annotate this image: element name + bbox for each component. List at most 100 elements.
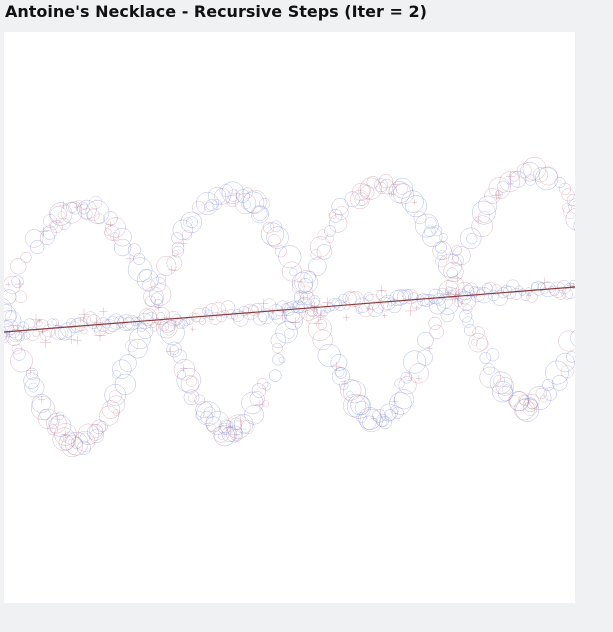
necklace-ring (414, 213, 439, 238)
necklace-ring (28, 382, 39, 393)
necklace-ring (113, 238, 132, 257)
necklace-ring (339, 379, 362, 401)
necklace-crosslink (322, 297, 333, 308)
necklace-ring (270, 332, 287, 349)
necklace-ring (307, 306, 318, 318)
necklace-ring (401, 288, 413, 300)
necklace-ring (435, 241, 447, 254)
necklace-ring (513, 399, 535, 421)
necklace-ring (77, 199, 97, 220)
necklace-crosslink (167, 266, 176, 274)
necklace-ring (540, 394, 548, 403)
necklace-ring (269, 369, 282, 382)
necklace-crosslink (59, 200, 68, 210)
necklace-ring (392, 177, 413, 199)
necklace-ring (262, 400, 270, 408)
necklace-ring (519, 394, 531, 406)
necklace-ring (241, 187, 254, 199)
necklace-ring (182, 318, 191, 326)
necklace-ring (42, 324, 56, 338)
necklace-crosslink (5, 282, 11, 287)
necklace-ring (48, 418, 59, 429)
necklace-ring (489, 371, 513, 395)
necklace-ring (448, 253, 459, 265)
necklace-ring (136, 322, 147, 332)
necklace-ring (329, 212, 337, 219)
necklace-ring (479, 352, 492, 364)
necklace-ring (203, 406, 216, 419)
necklace-ring (251, 383, 267, 398)
necklace-ring (171, 314, 183, 326)
necklace-ring (376, 414, 389, 428)
necklace-ring (298, 285, 314, 300)
necklace-ring (565, 208, 575, 231)
necklace-ring (233, 311, 249, 327)
necklace-ring (451, 254, 464, 267)
necklace-ring (388, 181, 411, 204)
necklace-ring (393, 183, 414, 205)
necklace-ring (205, 199, 218, 211)
necklace-ring (310, 249, 322, 261)
necklace-ring (446, 267, 458, 279)
necklace-ring (150, 276, 166, 292)
necklace-ring (394, 378, 405, 389)
necklace-ring (294, 270, 318, 295)
necklace-ring (339, 380, 349, 391)
necklace-ring (346, 390, 354, 398)
necklace-ring (58, 218, 71, 230)
necklace-ring (378, 416, 392, 430)
necklace-ring (359, 185, 375, 200)
necklace-ring (112, 359, 132, 379)
necklace-ring (497, 180, 510, 193)
necklace-ring (4, 310, 17, 323)
necklace-ring (316, 319, 327, 330)
necklace-ring (50, 206, 67, 223)
necklace-ring (278, 356, 286, 364)
necklace-ring (317, 343, 341, 367)
necklace-ring (312, 329, 333, 350)
necklace-ring (343, 380, 366, 404)
necklace-crosslink (73, 335, 82, 345)
necklace-ring (142, 278, 156, 292)
necklace-ring (374, 178, 388, 193)
necklace-ring (274, 245, 287, 258)
necklace-ring (440, 308, 455, 323)
necklace-ring (271, 308, 288, 325)
necklace-crosslink (414, 305, 420, 311)
necklace-crosslink (38, 226, 48, 237)
necklace-ring (359, 177, 382, 200)
necklace-ring (289, 268, 298, 277)
necklace-ring (114, 373, 136, 395)
necklace-ring (459, 227, 482, 250)
necklace-ring (330, 354, 348, 372)
necklace-ring (462, 304, 473, 315)
necklace-crosslink (376, 285, 388, 297)
necklace-crosslink (74, 204, 79, 210)
necklace-ring (129, 327, 151, 350)
necklace-ring (64, 432, 89, 456)
necklace-ring (68, 201, 82, 215)
necklace-ring (486, 348, 500, 362)
necklace-ring (240, 419, 255, 435)
necklace-ring (376, 416, 388, 427)
necklace-ring (428, 316, 442, 331)
necklace-ring (535, 387, 547, 400)
necklace-ring (331, 298, 342, 309)
necklace-ring (362, 415, 377, 430)
necklace-ring (77, 423, 100, 445)
necklace-ring (432, 241, 452, 261)
necklace-ring (305, 310, 320, 325)
necklace-ring (234, 193, 257, 215)
necklace-ring (220, 300, 236, 316)
necklace-ring (358, 302, 373, 318)
necklace-ring (561, 188, 575, 202)
necklace-ring (194, 394, 206, 406)
necklace-ring (149, 283, 172, 306)
necklace-ring (122, 317, 136, 331)
necklace-crosslink (314, 319, 324, 329)
necklace-ring (413, 211, 427, 225)
necklace-crosslink (26, 366, 35, 375)
necklace-ring (234, 414, 254, 434)
necklace-ring (325, 234, 334, 243)
necklace-ring (491, 284, 503, 295)
